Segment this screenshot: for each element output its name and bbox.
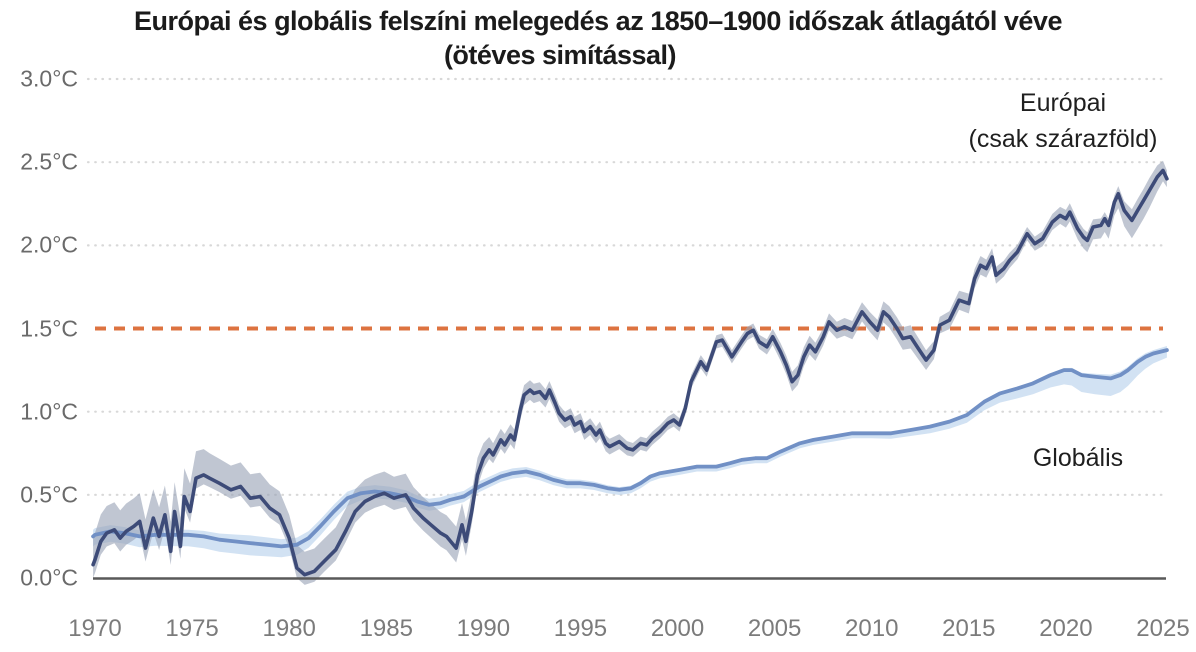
global-series-line (91, 348, 1169, 549)
global-series-label: Globális (1032, 444, 1124, 472)
x-tick-label: 1995 (553, 615, 608, 642)
y-tick-label: 3.0°C (20, 65, 78, 92)
y-tick-label: 2.0°C (20, 231, 78, 258)
chart-title: Európai és globális felszíni melegedés a… (134, 6, 1062, 36)
europe-series-label: Európai (csak szárazföld) (943, 85, 1183, 157)
x-tick-label: 1970 (68, 615, 122, 642)
x-tick-label: 2005 (747, 615, 802, 642)
x-tick-label: 2010 (845, 615, 899, 642)
y-tick-label: 1.0°C (20, 398, 78, 425)
x-tick-label: 1985 (359, 615, 413, 642)
europe-series-line (91, 168, 1169, 577)
europe-series-label-line2: (csak szárazföld) (968, 125, 1158, 153)
europe-series-label-line1: Európai (1019, 89, 1107, 117)
europe-uncertainty-band (93, 160, 1167, 585)
x-tick-label: 2025 (1136, 615, 1190, 642)
x-tick-label: 2000 (650, 615, 705, 642)
x-tick-label: 1980 (262, 615, 316, 642)
y-tick-label: 2.5°C (20, 148, 78, 175)
x-tick-label: 2015 (942, 615, 996, 642)
x-tick-label: 1990 (456, 615, 511, 642)
chart-subtitle: (ötéves simítással) (443, 40, 677, 70)
y-tick-label: 1.5°C (20, 315, 78, 341)
x-tick-label: 1975 (165, 615, 219, 642)
x-tick-label: 2020 (1039, 615, 1093, 642)
y-tick-label: 0.0°C (20, 564, 78, 591)
y-tick-label: 0.5°C (20, 481, 78, 508)
